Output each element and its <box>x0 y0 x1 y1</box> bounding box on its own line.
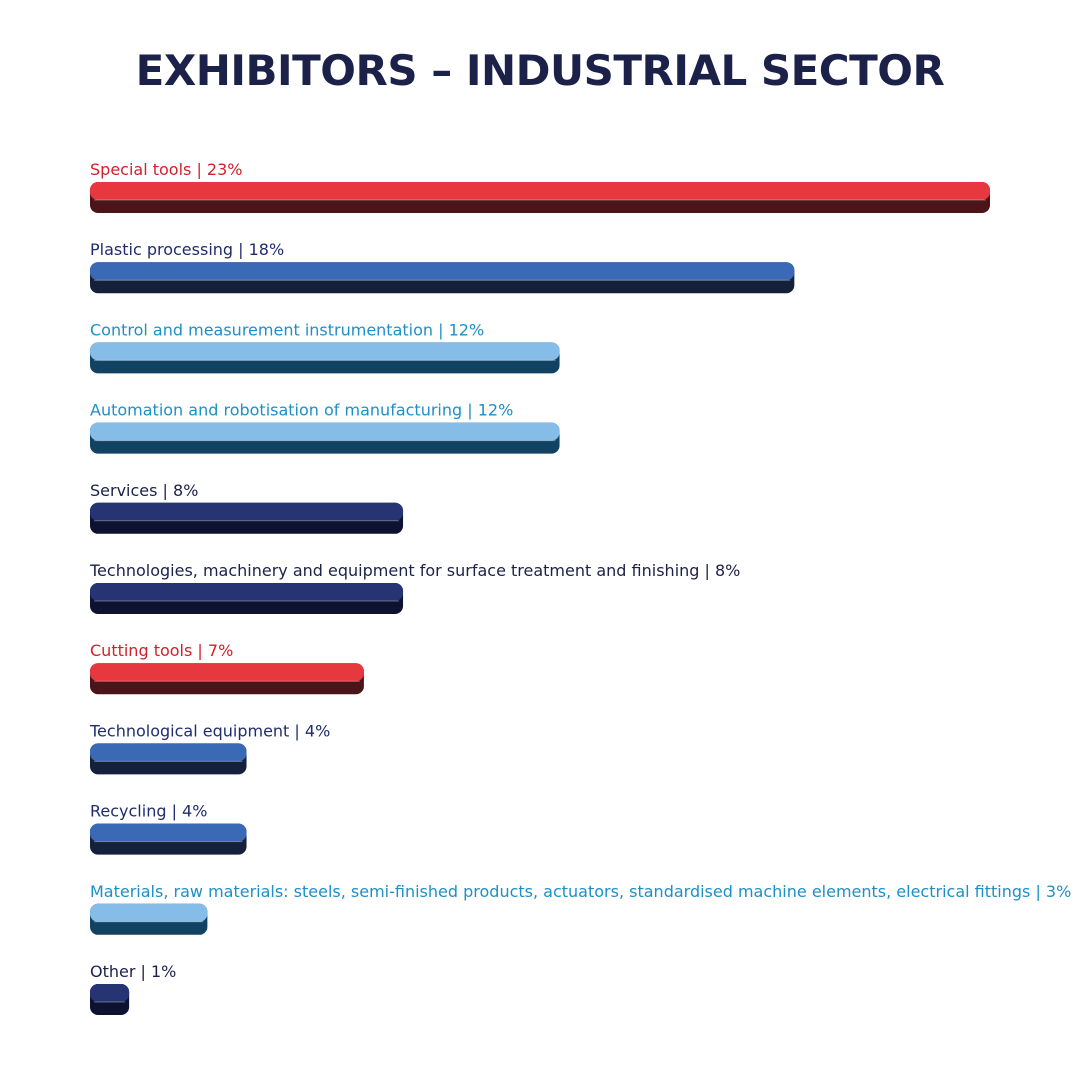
bar-top <box>90 903 208 922</box>
bar <box>90 903 208 935</box>
bar-label: Cutting tools | 7% <box>90 641 233 660</box>
bar-top <box>90 663 364 682</box>
bar-label: Technologies, machinery and equipment fo… <box>89 561 740 580</box>
bar-label: Control and measurement instrumentation … <box>90 320 484 339</box>
bar-top <box>90 502 404 521</box>
bar <box>90 663 364 695</box>
bar-top <box>90 182 990 200</box>
bar-label: Plastic processing | 18% <box>90 240 284 259</box>
bar <box>90 984 130 1015</box>
bar-label: Services | 8% <box>90 481 198 500</box>
bar <box>90 422 560 454</box>
bar-top <box>90 743 247 762</box>
bar-top <box>90 422 560 441</box>
bar <box>90 583 404 614</box>
bar <box>90 743 247 775</box>
bar-label: Other | 1% <box>90 962 176 981</box>
bar <box>90 342 560 374</box>
bar-top <box>90 823 247 842</box>
bar-top <box>90 342 560 361</box>
bar-label: Special tools | 23% <box>90 160 243 179</box>
bar <box>90 823 247 855</box>
bar-top <box>90 583 404 601</box>
bar-label: Recycling | 4% <box>90 802 207 821</box>
bar-top <box>90 262 795 281</box>
bar-top <box>90 984 130 1002</box>
bar-label: Materials, raw materials: steels, semi-f… <box>90 882 1071 901</box>
bar-label: Automation and robotisation of manufactu… <box>90 401 513 420</box>
bar <box>90 262 795 294</box>
bar-label: Technological equipment | 4% <box>89 721 330 740</box>
bar <box>90 182 990 213</box>
bar <box>90 502 404 534</box>
chart-title: EXHIBITORS – INDUSTRIAL SECTOR <box>135 46 945 95</box>
